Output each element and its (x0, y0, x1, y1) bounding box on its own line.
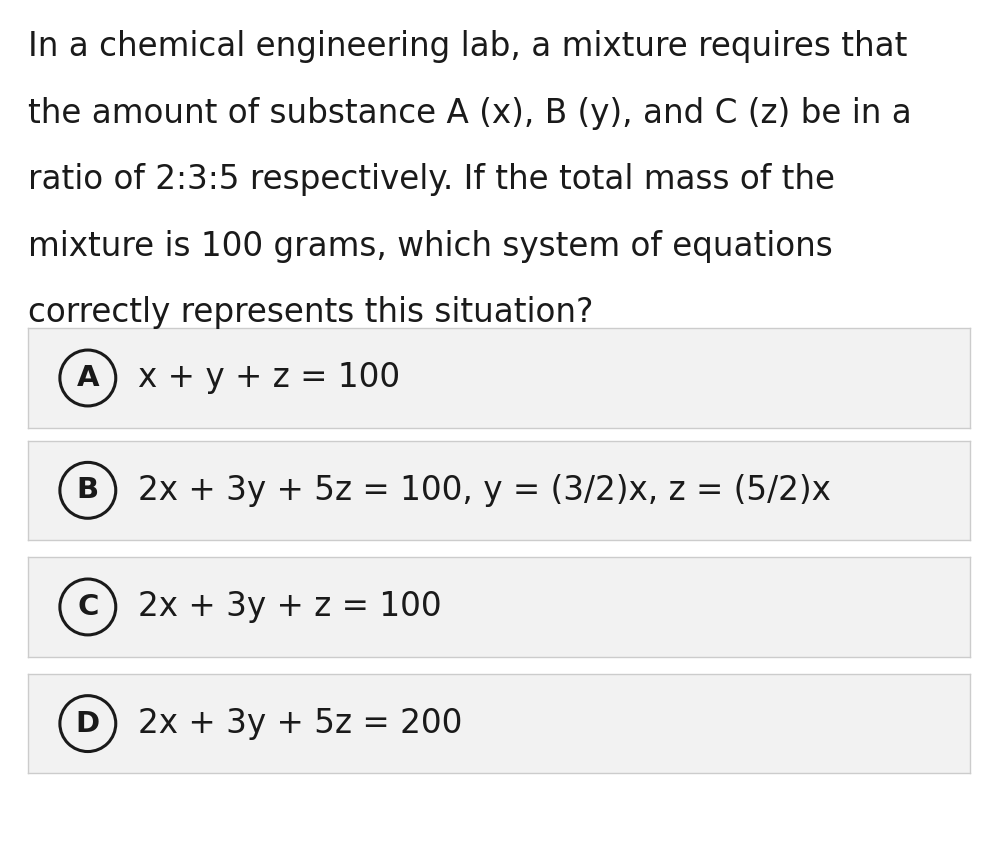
Text: A: A (77, 364, 99, 392)
Text: C: C (77, 593, 99, 621)
Text: 2x + 3y + z = 100: 2x + 3y + z = 100 (138, 590, 441, 624)
Text: 2x + 3y + 5z = 100, y = (3/2)x, z = (5/2)x: 2x + 3y + 5z = 100, y = (3/2)x, z = (5/2… (138, 473, 830, 507)
Text: 2x + 3y + 5z = 200: 2x + 3y + 5z = 200 (138, 707, 462, 740)
Text: correctly represents this situation?: correctly represents this situation? (28, 296, 594, 329)
Text: ratio of 2:3:5 respectively. If the total mass of the: ratio of 2:3:5 respectively. If the tota… (28, 163, 835, 196)
Text: mixture is 100 grams, which system of equations: mixture is 100 grams, which system of eq… (28, 230, 832, 263)
Text: B: B (77, 476, 99, 505)
Text: D: D (76, 709, 100, 738)
Text: x + y + z = 100: x + y + z = 100 (138, 361, 400, 395)
Text: In a chemical engineering lab, a mixture requires that: In a chemical engineering lab, a mixture… (28, 30, 907, 63)
Text: the amount of substance A (x), B (y), and C (z) be in a: the amount of substance A (x), B (y), an… (28, 97, 912, 130)
